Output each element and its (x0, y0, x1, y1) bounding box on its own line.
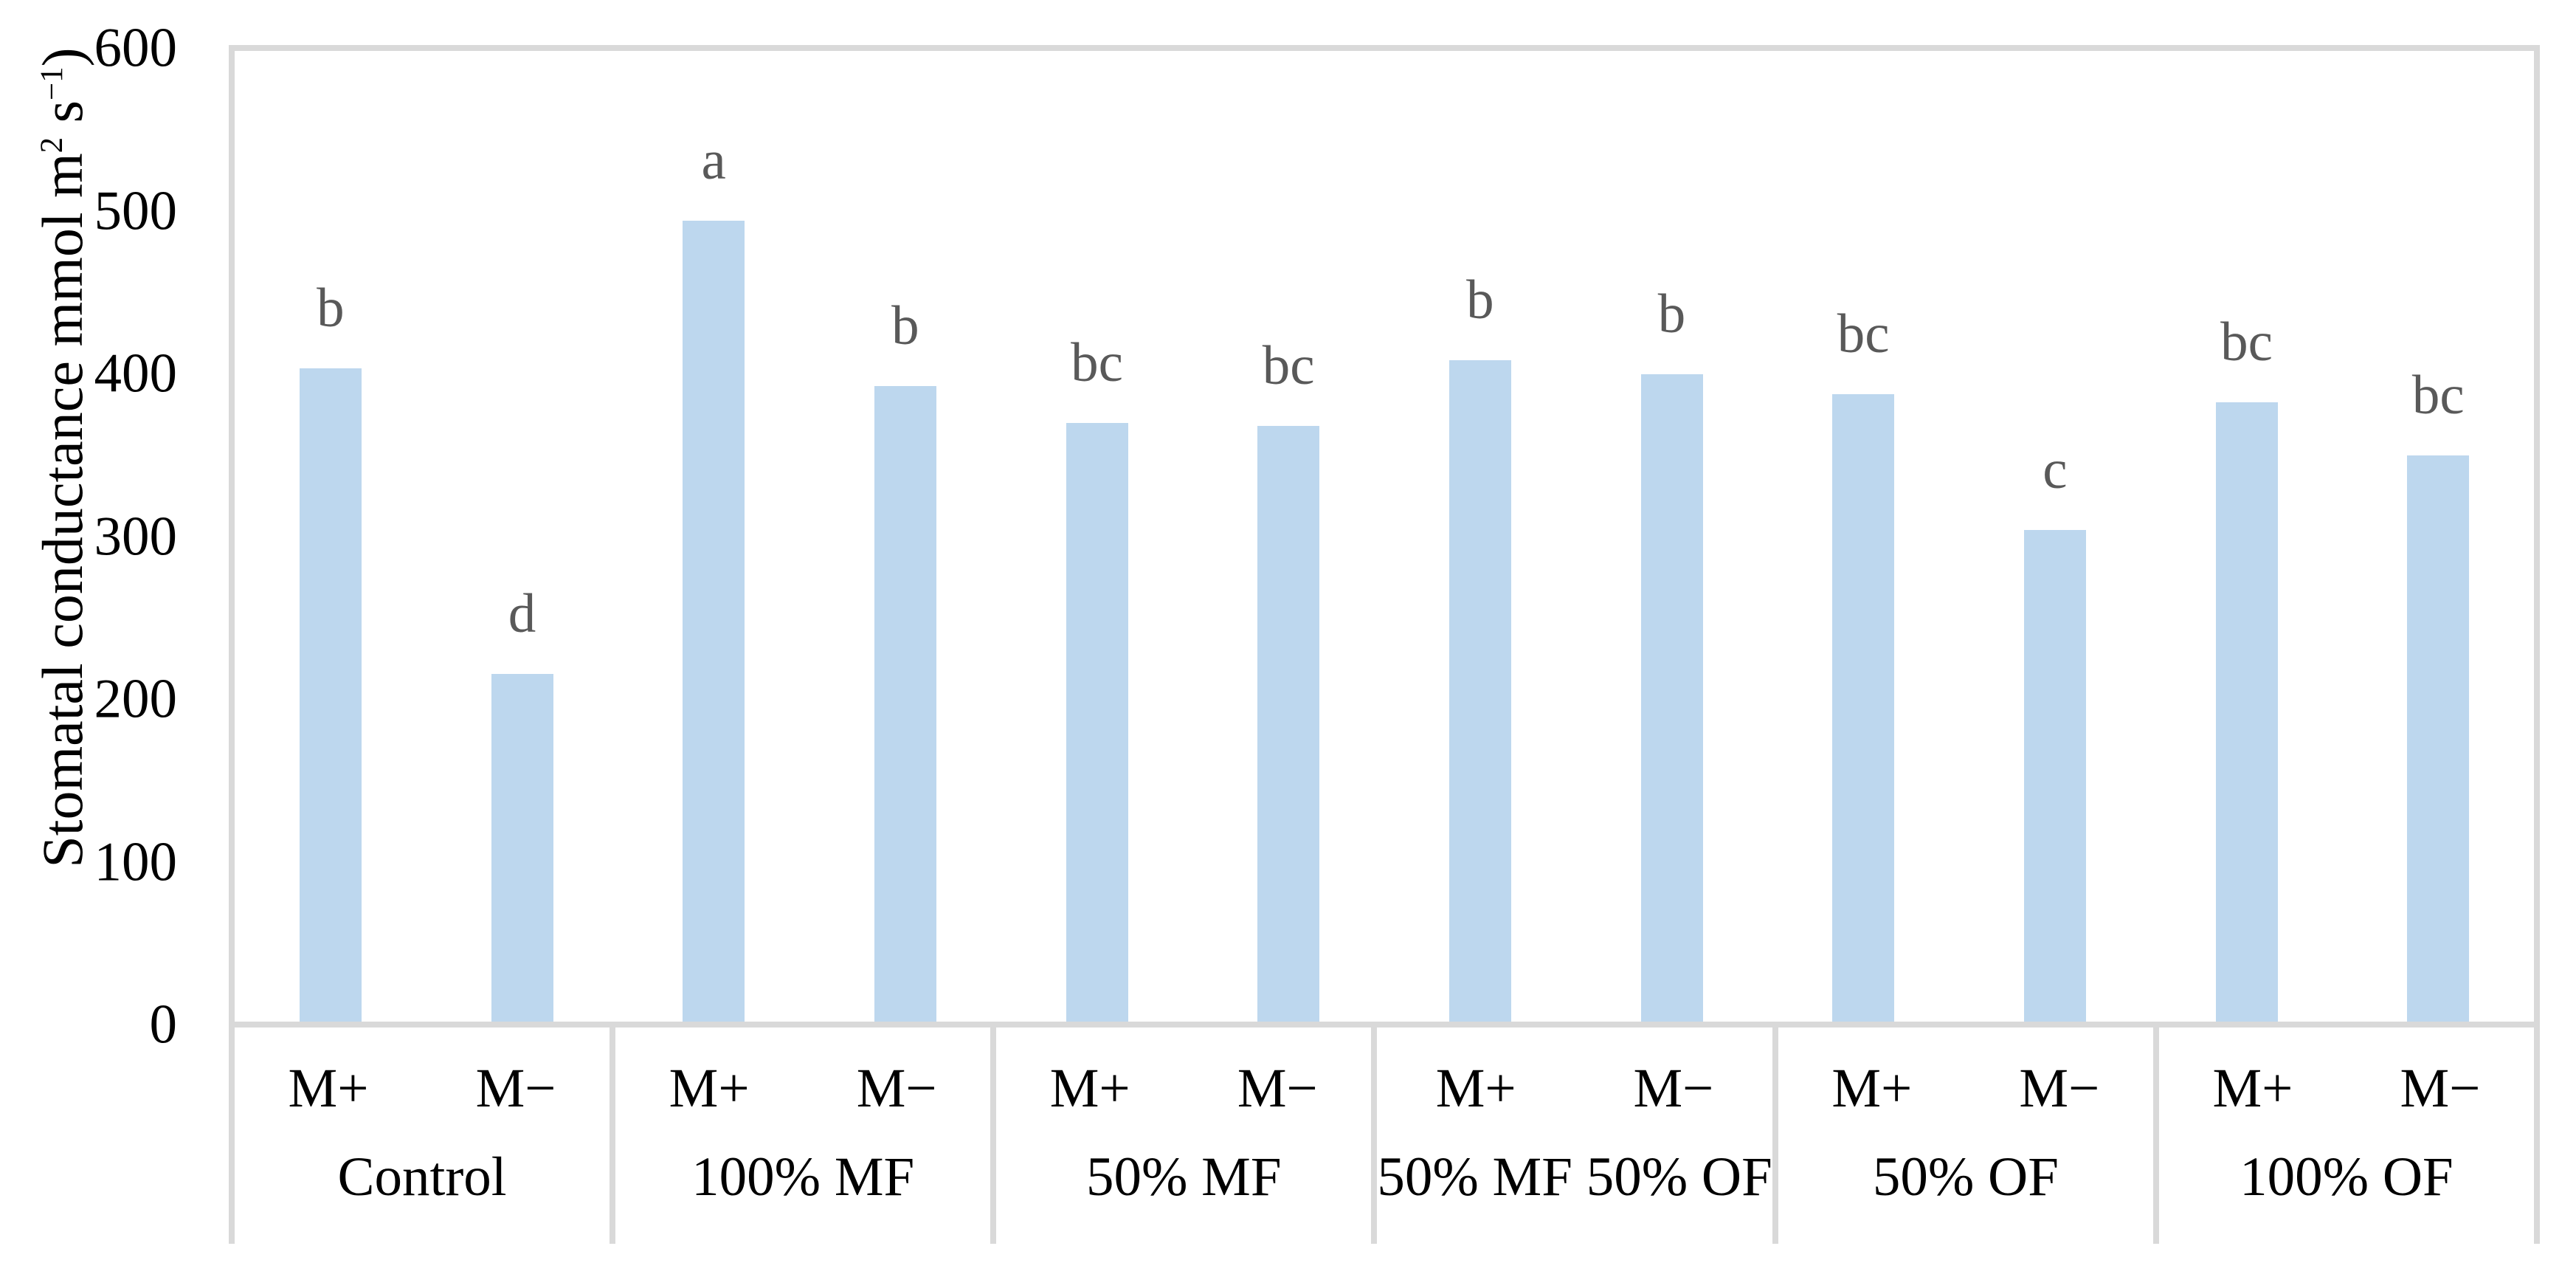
sub-category-label: M+ (1435, 1058, 1516, 1119)
sub-label-row: M+ M− (1377, 1028, 1772, 1149)
bar (1257, 426, 1320, 1022)
sub-label-row: M+ M− (615, 1028, 990, 1149)
bar-slot: d (427, 51, 618, 1022)
significance-letter: a (701, 130, 726, 191)
sub-category-label: M+ (1831, 1058, 1913, 1119)
significance-letter: b (1466, 269, 1494, 331)
sub-category-label: M+ (669, 1058, 750, 1119)
group-label: 50% MF (1085, 1146, 1282, 1208)
category-axis-band: M+ M− Control M+ M− 100% MF M+ M− 50% MF M+ M− 50% … (229, 1028, 2541, 1244)
sub-label-row: M+ M− (2159, 1028, 2534, 1149)
significance-letter: bc (1071, 332, 1123, 393)
y-axis-title: Stomatal conductance mmol m2 s−1) (30, 47, 94, 867)
bar-slot: c (1959, 51, 2151, 1022)
category-group-cell: M+ M− 100% OF (2159, 1028, 2541, 1244)
sub-category-label: M+ (1049, 1058, 1130, 1119)
significance-letter: b (1657, 283, 1686, 345)
bar (299, 368, 362, 1022)
bar (874, 386, 936, 1022)
significance-letter: bc (1262, 335, 1315, 396)
category-group-cell: M+ M− Control (235, 1028, 616, 1244)
significance-letter: b (891, 295, 919, 357)
sub-category-label: M− (1633, 1058, 1714, 1119)
bar-slot: bc (1001, 51, 1193, 1022)
sub-category-label: M+ (288, 1058, 369, 1119)
bars-container: b d a b bc bc b b bc c bc bc (235, 51, 2534, 1022)
significance-letter: d (508, 583, 536, 644)
bar (2215, 402, 2278, 1022)
plot-area: b d a b bc bc b b bc c bc bc (229, 45, 2540, 1028)
y-tick-label: 500 (94, 180, 178, 241)
sub-category-label: M− (1237, 1058, 1318, 1119)
category-group-cell: M+ M− 100% MF (615, 1028, 997, 1244)
significance-letter: bc (2411, 365, 2465, 426)
sub-category-label: M− (2019, 1058, 2100, 1119)
y-tick-label: 400 (94, 343, 178, 405)
group-label: 100% OF (2240, 1146, 2454, 1208)
bar-slot: bc (1192, 51, 1384, 1022)
y-axis-title-mid: s (30, 100, 94, 137)
sub-category-label: M+ (2212, 1058, 2293, 1119)
bar (1640, 374, 1703, 1022)
significance-letter: bc (2220, 311, 2273, 373)
bar-slot: bc (2342, 51, 2534, 1022)
bar (1832, 394, 1895, 1022)
bar (2407, 455, 2470, 1022)
sub-category-label: M− (475, 1058, 556, 1119)
significance-letter: bc (1837, 303, 1890, 365)
category-group-cell: M+ M− 50% OF (1778, 1028, 2159, 1244)
y-tick-label: 100 (94, 831, 178, 892)
bar (1066, 423, 1128, 1022)
bar-slot: bc (1767, 51, 1959, 1022)
significance-letter: c (2043, 439, 2068, 500)
sub-label-row: M+ M− (996, 1028, 1371, 1149)
category-group-cell: M+ M− 50% MF 50% OF (1377, 1028, 1778, 1244)
bar (2023, 530, 2086, 1022)
bar (683, 221, 745, 1022)
y-axis-title-sup-2: 2 (35, 137, 69, 154)
sub-category-label: M− (2400, 1058, 2481, 1119)
y-tick-label: 200 (94, 668, 178, 730)
y-tick-label: 300 (94, 506, 178, 567)
bar-slot: b (1576, 51, 1768, 1022)
sub-label-row: M+ M− (235, 1028, 610, 1149)
significance-letter: b (317, 278, 345, 339)
sub-label-row: M+ M− (1778, 1028, 2153, 1149)
y-tick-label: 600 (94, 17, 178, 79)
bar-slot: b (809, 51, 1001, 1022)
group-label: 50% MF 50% OF (1377, 1146, 1772, 1208)
bar (1448, 360, 1511, 1022)
group-label: 50% OF (1872, 1146, 2059, 1208)
y-tick-label: 0 (149, 994, 178, 1056)
sub-category-label: M− (856, 1058, 937, 1119)
group-label: 100% MF (691, 1146, 915, 1208)
bar-slot: b (1384, 51, 1576, 1022)
category-group-cell: M+ M− 50% MF (996, 1028, 1378, 1244)
bar-slot: b (235, 51, 427, 1022)
bar-slot: a (618, 51, 809, 1022)
bar (491, 674, 553, 1022)
group-label: Control (337, 1146, 507, 1208)
bar-slot: bc (2151, 51, 2343, 1022)
